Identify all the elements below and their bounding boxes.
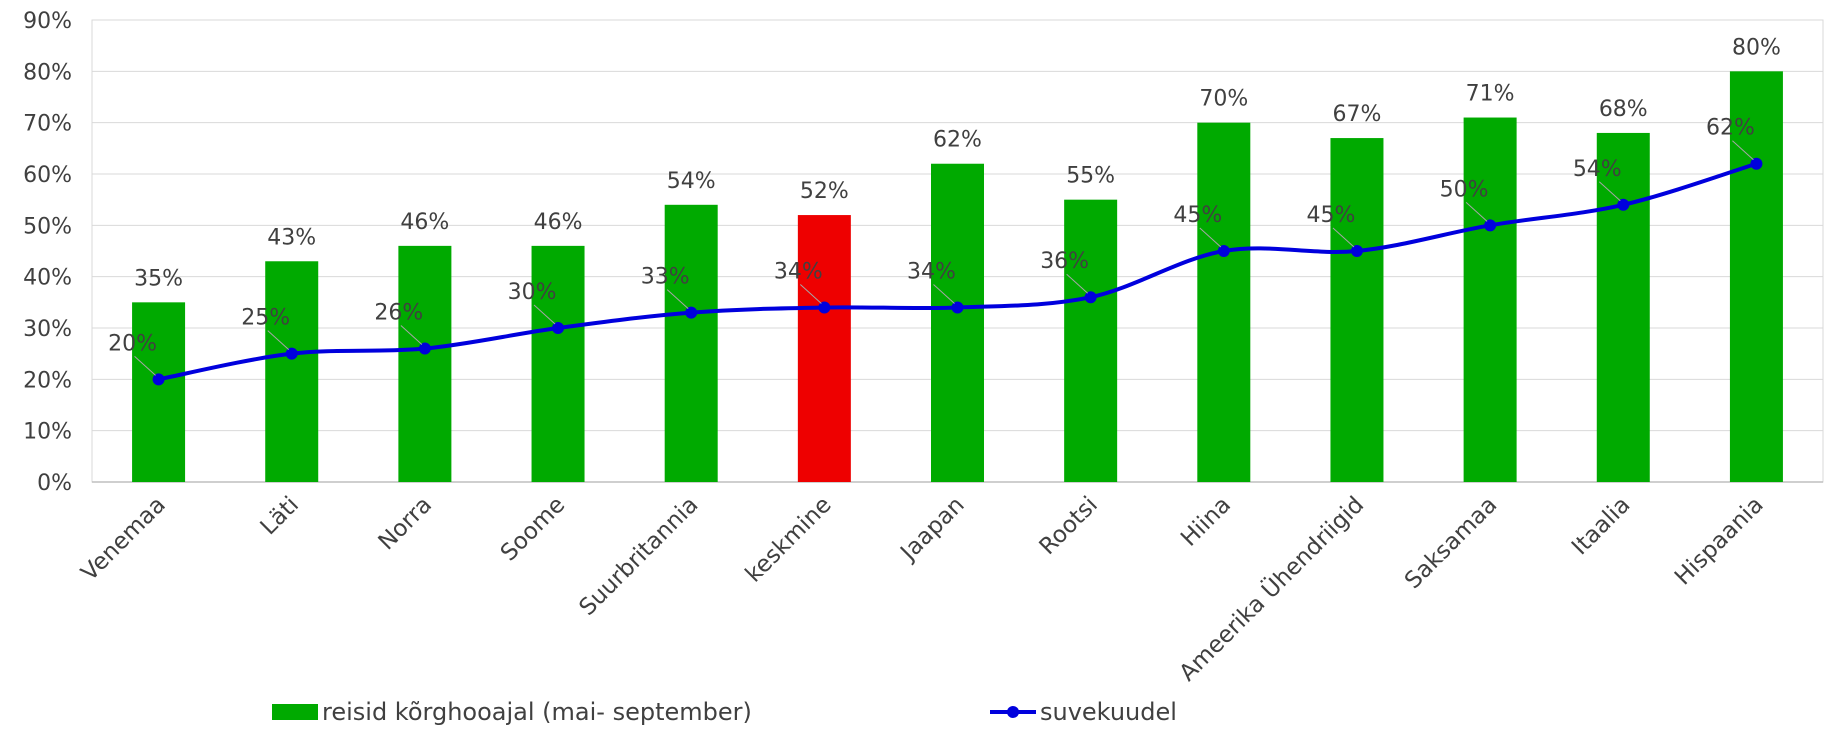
leader-line — [400, 325, 423, 345]
line-point — [1217, 245, 1230, 257]
leader-line — [1066, 273, 1088, 294]
leader-line — [533, 304, 556, 325]
bar — [1330, 138, 1384, 483]
leader-line — [666, 289, 689, 309]
bar — [531, 245, 585, 482]
bar-data-label: 46% — [400, 210, 449, 235]
bar — [1463, 117, 1517, 483]
leader-line — [267, 330, 290, 351]
line-point — [552, 322, 565, 334]
x-tick-label: Hiina — [1176, 492, 1236, 552]
x-tick-label: Jaapan — [895, 492, 970, 567]
legend-line-label: suvekuudel — [1040, 698, 1177, 726]
bar-data-label: 68% — [1599, 97, 1648, 122]
y-tick-label: 90% — [23, 9, 72, 34]
line-point — [951, 301, 964, 314]
legend-item-bars: reisid kõrghooajal (mai- september) — [272, 698, 752, 726]
x-tick-label: Soome — [496, 492, 570, 566]
bar — [1729, 71, 1783, 482]
legend-line-swatch — [990, 706, 1036, 718]
line-point — [152, 373, 165, 386]
line-point — [418, 342, 431, 355]
line-data-label: 62% — [1706, 116, 1755, 141]
legend-item-line: suvekuudel — [990, 698, 1177, 726]
leader-line — [1732, 140, 1754, 161]
line-point — [685, 306, 698, 319]
x-tick-label: Rootsi — [1035, 492, 1103, 560]
line-point — [1350, 245, 1363, 257]
bar-data-label: 43% — [267, 225, 316, 250]
line-data-label: 36% — [1040, 249, 1089, 274]
line-point — [1084, 291, 1097, 304]
leader-line — [800, 284, 822, 304]
line-data-label: 33% — [641, 265, 690, 290]
line-point — [1484, 219, 1497, 232]
bar-data-label: 70% — [1199, 87, 1248, 112]
line-point — [1617, 198, 1630, 211]
bar — [664, 204, 718, 483]
bar — [1197, 122, 1251, 483]
y-tick-label: 20% — [23, 368, 72, 393]
y-tick-label: 70% — [23, 112, 72, 137]
line-point — [1750, 157, 1763, 170]
x-tick-label: Suurbritannia — [574, 492, 703, 621]
legend-bar-label: reisid kõrghooajal (mai- september) — [322, 698, 752, 726]
line-data-label: 20% — [108, 331, 157, 356]
bar-data-label: 62% — [933, 128, 982, 153]
y-tick-label: 30% — [23, 317, 72, 342]
bar — [132, 302, 186, 482]
bar-data-label: 54% — [667, 169, 716, 194]
leader-line — [134, 355, 156, 376]
line-data-label: 50% — [1440, 177, 1489, 202]
line-point — [818, 301, 831, 314]
bar-data-label: 35% — [134, 266, 183, 291]
bar-data-label: 80% — [1732, 35, 1781, 60]
x-tick-label: Saksamaa — [1400, 492, 1502, 594]
line-data-label: 26% — [374, 301, 423, 326]
line-data-label: 25% — [241, 306, 290, 331]
y-tick-label: 50% — [23, 214, 72, 239]
line-data-label: 54% — [1573, 157, 1622, 182]
line-data-label: 34% — [907, 259, 956, 284]
x-tick-label: Läti — [256, 492, 304, 540]
x-tick-label: Hispaania — [1670, 492, 1769, 591]
bar-data-label: 46% — [534, 210, 583, 235]
x-tick-label: Itaalia — [1567, 492, 1636, 561]
x-tick-label: keskmine — [741, 492, 837, 588]
y-tick-label: 0% — [37, 471, 72, 496]
bar-data-label: 52% — [800, 179, 849, 204]
line-data-label: 45% — [1307, 203, 1356, 228]
bar — [1064, 199, 1118, 482]
bar — [1596, 132, 1650, 482]
y-tick-label: 80% — [23, 60, 72, 85]
leader-line — [1598, 181, 1621, 202]
leader-line — [933, 284, 955, 304]
bar-data-label: 67% — [1333, 102, 1382, 127]
line-data-label: 34% — [774, 259, 823, 284]
bar — [931, 163, 984, 482]
bar — [797, 215, 851, 483]
bar-data-label: 55% — [1066, 164, 1115, 189]
legend-bar-swatch — [272, 704, 318, 720]
bar-data-label: 71% — [1466, 82, 1515, 107]
bar — [398, 245, 452, 482]
x-tick-label: Norra — [374, 492, 438, 556]
line-point — [285, 347, 298, 360]
leader-line — [1465, 201, 1488, 222]
leader-line — [1332, 227, 1355, 248]
y-tick-label: 60% — [23, 163, 72, 188]
bar — [265, 261, 319, 482]
leader-line — [1199, 227, 1222, 248]
line-data-label: 45% — [1173, 203, 1222, 228]
y-tick-label: 10% — [23, 420, 72, 445]
y-tick-label: 40% — [23, 266, 72, 291]
x-tick-label: Venemaa — [76, 492, 170, 586]
line-data-label: 30% — [508, 280, 557, 305]
